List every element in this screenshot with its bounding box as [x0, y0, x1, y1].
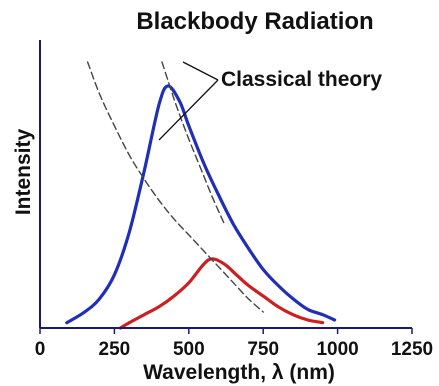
x-tick-label: 750 [247, 339, 279, 360]
classical-theory-curve-2 [161, 61, 226, 225]
y-axis-label: Intensity [12, 129, 35, 216]
x-tick-label: 0 [35, 339, 46, 360]
x-ticks: 0 250 500 750 1000 1250 [35, 328, 433, 360]
x-tick-label: 500 [173, 339, 205, 360]
annotation-pointer-lower [158, 79, 219, 141]
series-line-1 [118, 257, 325, 330]
x-tick-label: 250 [99, 339, 131, 360]
classical-theory-curve-1 [86, 61, 264, 313]
x-tick-label: 1000 [316, 339, 358, 360]
chart-title: Blackbody Radiation [136, 8, 373, 35]
x-tick-label: 1250 [391, 339, 433, 360]
curves [65, 61, 337, 330]
annotation-classical-theory: Classical theory [221, 68, 382, 91]
series-line-0 [65, 84, 337, 325]
x-axis-label: Wavelength, λ (nm) [143, 361, 335, 384]
annotation-pointer-upper [182, 61, 219, 81]
annotation-callout [158, 61, 219, 141]
